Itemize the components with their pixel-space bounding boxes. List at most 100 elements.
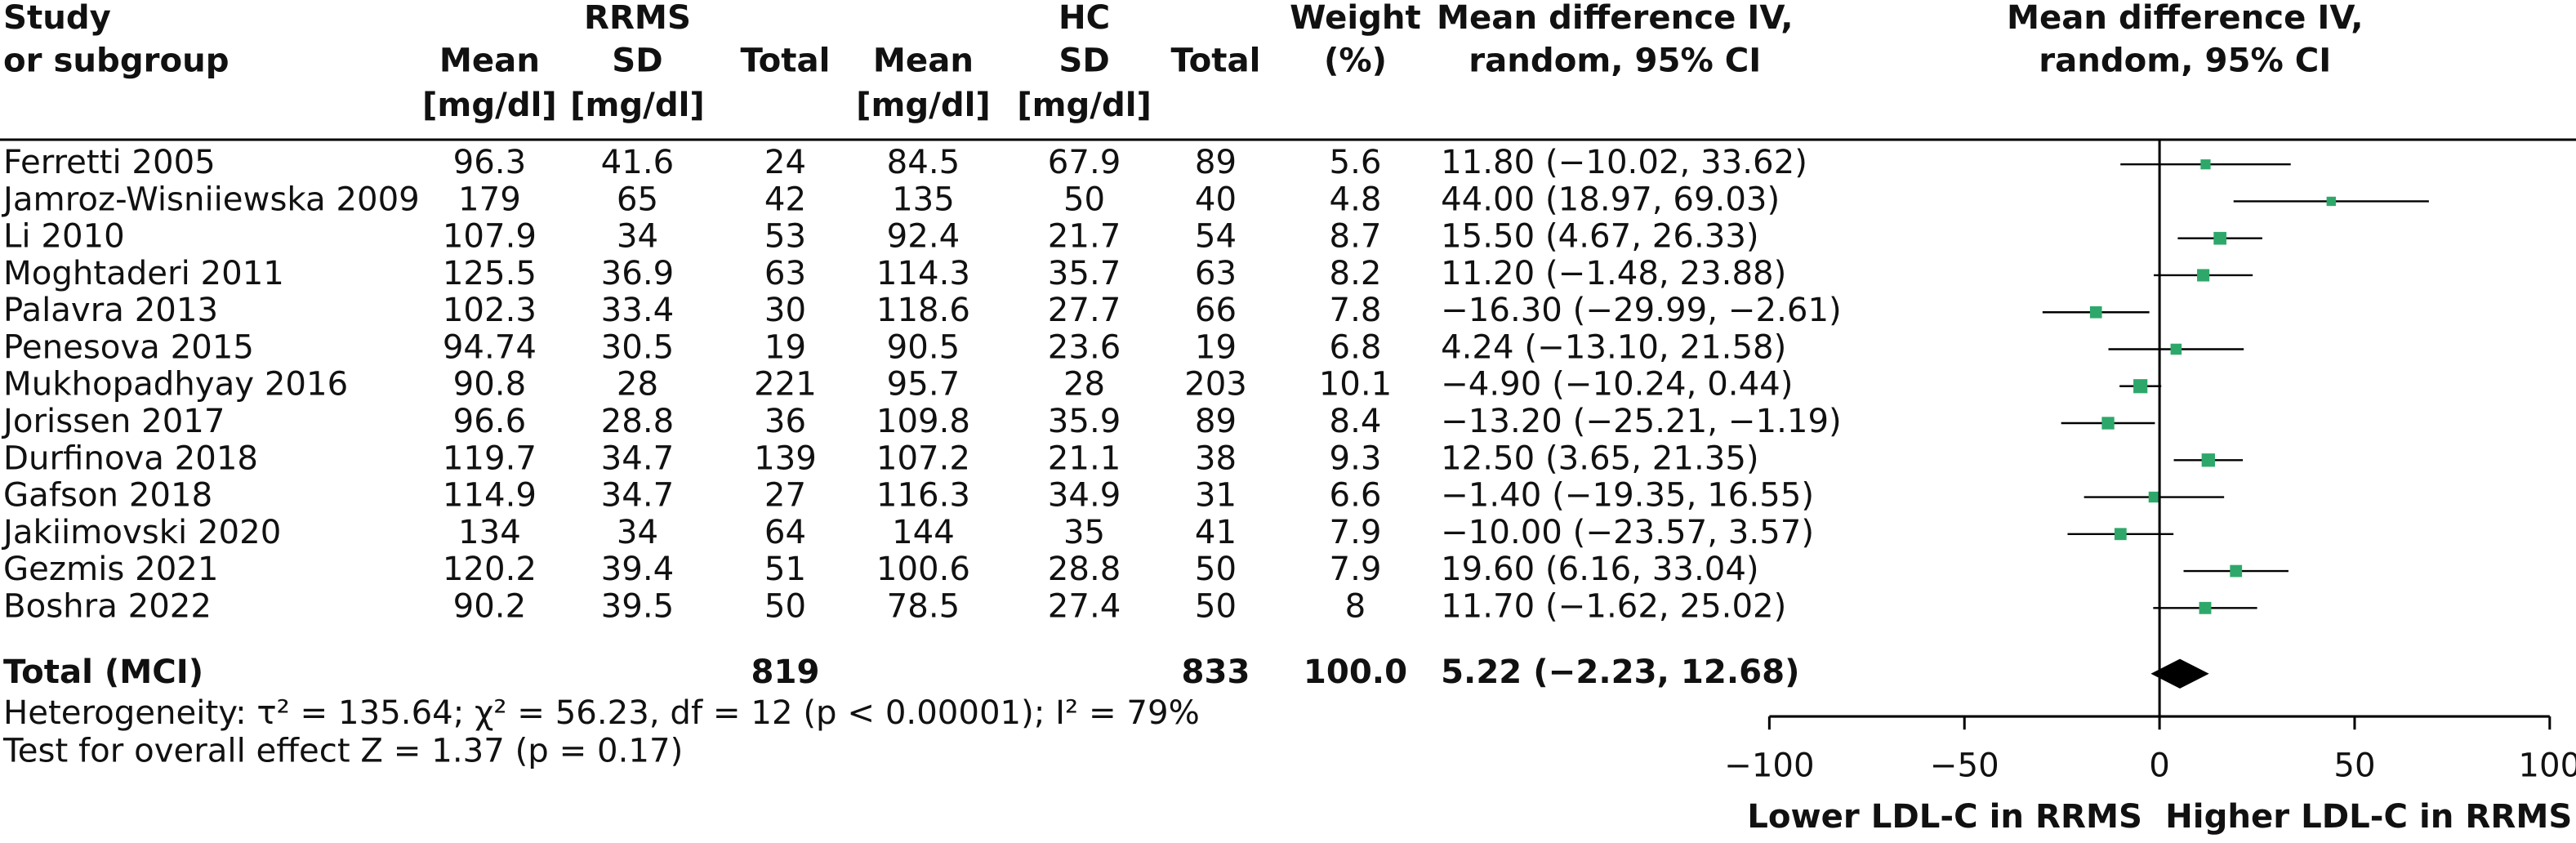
header: Mean: [873, 42, 974, 79]
header: SD: [612, 42, 662, 79]
study-name: Ferretti 2005: [3, 144, 216, 181]
header: [mg/dl]: [856, 87, 991, 124]
study-name: Moghtaderi 2011: [3, 255, 284, 292]
header: Mean: [439, 42, 540, 79]
cell: 92.4: [887, 218, 960, 256]
cell: 8.4: [1329, 403, 1381, 440]
cell: 19: [1195, 328, 1237, 366]
cell: 27: [764, 477, 806, 515]
header: SD: [1058, 42, 1109, 79]
header: random, 95% CI: [1468, 42, 1761, 79]
x-tick-label: 0: [2149, 747, 2170, 784]
header: (%): [1324, 42, 1387, 79]
point-estimate: [2089, 306, 2102, 319]
cell: 114.9: [443, 477, 537, 515]
ci-label: −13.20 (−25.21, −1.19): [1441, 403, 1842, 440]
cell: 39.4: [601, 551, 675, 588]
point-estimate: [2200, 159, 2211, 170]
point-estimate: [2326, 196, 2336, 207]
cell: 30: [764, 292, 806, 329]
cell: 100.6: [876, 551, 970, 588]
cell: 90.2: [453, 587, 527, 625]
cell: 90.8: [453, 366, 527, 404]
cell: 50: [1063, 181, 1105, 218]
point-estimate: [2114, 528, 2127, 541]
cell: 118.6: [876, 292, 970, 329]
cell: 19: [764, 328, 806, 366]
cell: 89: [1195, 144, 1237, 181]
cell: 107.9: [443, 218, 537, 256]
cell: 6.6: [1329, 477, 1381, 515]
study-name: Boshra 2022: [3, 587, 212, 625]
cell: 7.9: [1329, 551, 1381, 588]
x-tick-label: 50: [2333, 747, 2375, 784]
cell: 90.5: [887, 328, 960, 366]
cell: 50: [1195, 587, 1237, 625]
summary-diamond: [2150, 658, 2209, 689]
x-label-right: Higher LDL-C in RRMS: [2165, 798, 2572, 836]
header: [mg/dl]: [570, 87, 705, 124]
cell: 35.7: [1048, 255, 1121, 292]
x-tick-label: 100: [2518, 747, 2576, 784]
cell: 54: [1195, 218, 1237, 256]
point-estimate: [2230, 564, 2243, 578]
cell: 203: [1184, 366, 1247, 404]
study-name: Li 2010: [3, 218, 125, 256]
total-cell: 833: [1182, 653, 1250, 691]
cell: 28: [1063, 366, 1105, 404]
cell: 21.7: [1048, 218, 1121, 256]
cell: 8: [1345, 587, 1366, 625]
ci-label: 44.00 (18.97, 69.03): [1441, 181, 1780, 218]
cell: 34: [617, 514, 658, 551]
ci-label: 15.50 (4.67, 26.33): [1441, 218, 1759, 256]
cell: 63: [1195, 255, 1237, 292]
point-estimate: [2201, 453, 2215, 467]
cell: 119.7: [443, 439, 537, 477]
cell: 34.7: [601, 439, 675, 477]
cell: 107.2: [876, 439, 970, 477]
study-name: Palavra 2013: [3, 292, 218, 329]
cell: 27.7: [1048, 292, 1121, 329]
cell: 109.8: [876, 403, 970, 440]
ci-label: 12.50 (3.65, 21.35): [1441, 439, 1759, 477]
cell: 94.74: [443, 328, 537, 366]
point-estimate: [2133, 379, 2148, 394]
cell: 134: [458, 514, 521, 551]
header: HC: [1058, 0, 1110, 37]
total-ci-label: 5.22 (−2.23, 12.68): [1441, 653, 1799, 691]
cell: 6.8: [1329, 328, 1381, 366]
header: RRMS: [584, 0, 691, 37]
cell: 30.5: [601, 328, 675, 366]
x-label-left: Lower LDL-C in RRMS: [1747, 798, 2142, 836]
cell: 84.5: [887, 144, 960, 181]
ci-label: −16.30 (−29.99, −2.61): [1441, 292, 1842, 329]
cell: 96.3: [453, 144, 527, 181]
cell: 67.9: [1048, 144, 1121, 181]
cell: 96.6: [453, 403, 527, 440]
cell: 42: [764, 181, 806, 218]
cell: 8.7: [1329, 218, 1381, 256]
cell: 39.5: [601, 587, 675, 625]
study-name: Jamroz-Wisniiewska 2009: [1, 181, 420, 218]
point-estimate: [2170, 343, 2182, 355]
ci-label: 11.80 (−10.02, 33.62): [1441, 144, 1807, 181]
study-name: Penesova 2015: [3, 328, 254, 366]
point-estimate: [2199, 601, 2212, 614]
cell: 28.8: [1048, 551, 1121, 588]
study-name: Mukhopadhyay 2016: [3, 366, 348, 404]
cell: 66: [1195, 292, 1237, 329]
cell: 34.7: [601, 477, 675, 515]
cell: 10.1: [1319, 366, 1393, 404]
header: Mean difference IV,: [2007, 0, 2364, 37]
cell: 51: [764, 551, 806, 588]
cell: 36: [764, 403, 806, 440]
cell: 64: [764, 514, 806, 551]
total-name: Total (MCI): [3, 653, 203, 691]
total-cell: 819: [751, 653, 820, 691]
x-tick-label: −50: [1930, 747, 1999, 784]
study-name: Gezmis 2021: [3, 551, 218, 588]
cell: 7.8: [1329, 292, 1381, 329]
cell: 139: [754, 439, 817, 477]
cell: 31: [1195, 477, 1237, 515]
